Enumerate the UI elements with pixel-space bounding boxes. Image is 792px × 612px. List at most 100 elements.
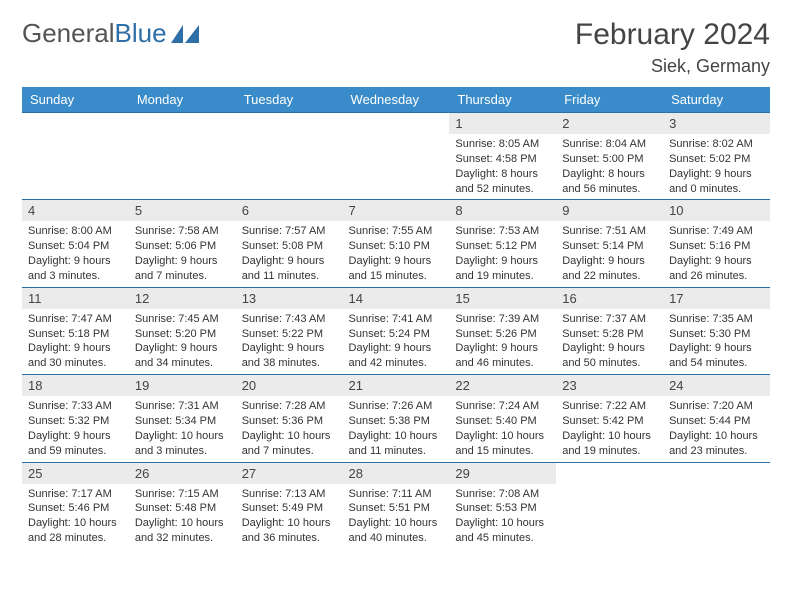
day-number: 21 bbox=[343, 375, 450, 396]
calendar-day-cell: 20Sunrise: 7:28 AMSunset: 5:36 PMDayligh… bbox=[236, 375, 343, 462]
day-detail-line: Sunrise: 7:57 AM bbox=[242, 224, 337, 239]
day-detail-line: Sunrise: 8:00 AM bbox=[28, 224, 123, 239]
day-details: Sunrise: 7:37 AMSunset: 5:28 PMDaylight:… bbox=[556, 309, 663, 374]
day-detail-line: Sunrise: 7:15 AM bbox=[135, 487, 230, 502]
calendar-day-cell: 14Sunrise: 7:41 AMSunset: 5:24 PMDayligh… bbox=[343, 287, 450, 374]
day-detail-line: Sunrise: 7:22 AM bbox=[562, 399, 657, 414]
day-detail-line: Sunrise: 7:13 AM bbox=[242, 487, 337, 502]
weekday-header: Sunday bbox=[22, 87, 129, 113]
day-detail-line: Sunset: 5:40 PM bbox=[455, 414, 550, 429]
day-number: 16 bbox=[556, 288, 663, 309]
day-detail-line: Daylight: 10 hours and 32 minutes. bbox=[135, 516, 230, 546]
day-detail-line: Sunrise: 7:35 AM bbox=[669, 312, 764, 327]
day-detail-line: Sunset: 5:34 PM bbox=[135, 414, 230, 429]
logo: GeneralBlue bbox=[22, 18, 199, 49]
day-detail-line: Sunrise: 7:43 AM bbox=[242, 312, 337, 327]
weekday-header: Wednesday bbox=[343, 87, 450, 113]
day-number: 8 bbox=[449, 200, 556, 221]
day-detail-line: Daylight: 10 hours and 19 minutes. bbox=[562, 429, 657, 459]
logo-part2: Blue bbox=[115, 18, 167, 48]
calendar-day-cell bbox=[236, 113, 343, 200]
calendar-day-cell: 24Sunrise: 7:20 AMSunset: 5:44 PMDayligh… bbox=[663, 375, 770, 462]
calendar-day-cell: 22Sunrise: 7:24 AMSunset: 5:40 PMDayligh… bbox=[449, 375, 556, 462]
day-details: Sunrise: 7:41 AMSunset: 5:24 PMDaylight:… bbox=[343, 309, 450, 374]
calendar-day-cell: 7Sunrise: 7:55 AMSunset: 5:10 PMDaylight… bbox=[343, 200, 450, 287]
day-details: Sunrise: 7:43 AMSunset: 5:22 PMDaylight:… bbox=[236, 309, 343, 374]
calendar-day-cell bbox=[343, 113, 450, 200]
day-detail-line: Sunset: 5:44 PM bbox=[669, 414, 764, 429]
calendar-day-cell: 2Sunrise: 8:04 AMSunset: 5:00 PMDaylight… bbox=[556, 113, 663, 200]
day-details: Sunrise: 7:28 AMSunset: 5:36 PMDaylight:… bbox=[236, 396, 343, 461]
calendar-day-cell: 12Sunrise: 7:45 AMSunset: 5:20 PMDayligh… bbox=[129, 287, 236, 374]
calendar-day-cell: 28Sunrise: 7:11 AMSunset: 5:51 PMDayligh… bbox=[343, 462, 450, 549]
day-detail-line: Sunrise: 7:51 AM bbox=[562, 224, 657, 239]
day-detail-line: Sunrise: 7:33 AM bbox=[28, 399, 123, 414]
day-detail-line: Daylight: 9 hours and 19 minutes. bbox=[455, 254, 550, 284]
day-detail-line: Daylight: 9 hours and 34 minutes. bbox=[135, 341, 230, 371]
day-detail-line: Daylight: 9 hours and 0 minutes. bbox=[669, 167, 764, 197]
day-details: Sunrise: 7:31 AMSunset: 5:34 PMDaylight:… bbox=[129, 396, 236, 461]
day-details: Sunrise: 7:24 AMSunset: 5:40 PMDaylight:… bbox=[449, 396, 556, 461]
day-detail-line: Daylight: 9 hours and 22 minutes. bbox=[562, 254, 657, 284]
day-number: 6 bbox=[236, 200, 343, 221]
calendar-day-cell: 3Sunrise: 8:02 AMSunset: 5:02 PMDaylight… bbox=[663, 113, 770, 200]
day-detail-line: Sunset: 5:14 PM bbox=[562, 239, 657, 254]
calendar-day-cell: 26Sunrise: 7:15 AMSunset: 5:48 PMDayligh… bbox=[129, 462, 236, 549]
day-detail-line: Sunrise: 7:58 AM bbox=[135, 224, 230, 239]
day-detail-line: Sunrise: 7:37 AM bbox=[562, 312, 657, 327]
day-number: 3 bbox=[663, 113, 770, 134]
calendar-day-cell: 11Sunrise: 7:47 AMSunset: 5:18 PMDayligh… bbox=[22, 287, 129, 374]
day-number: 23 bbox=[556, 375, 663, 396]
day-details: Sunrise: 8:02 AMSunset: 5:02 PMDaylight:… bbox=[663, 134, 770, 199]
day-detail-line: Daylight: 9 hours and 30 minutes. bbox=[28, 341, 123, 371]
day-details: Sunrise: 7:35 AMSunset: 5:30 PMDaylight:… bbox=[663, 309, 770, 374]
day-number: 22 bbox=[449, 375, 556, 396]
day-detail-line: Sunset: 5:26 PM bbox=[455, 327, 550, 342]
weekday-header: Saturday bbox=[663, 87, 770, 113]
day-details: Sunrise: 8:04 AMSunset: 5:00 PMDaylight:… bbox=[556, 134, 663, 199]
day-detail-line: Sunrise: 8:02 AM bbox=[669, 137, 764, 152]
calendar-body: 1Sunrise: 8:05 AMSunset: 4:58 PMDaylight… bbox=[22, 113, 770, 549]
day-detail-line: Sunrise: 7:53 AM bbox=[455, 224, 550, 239]
day-detail-line: Sunset: 5:51 PM bbox=[349, 501, 444, 516]
day-detail-line: Daylight: 9 hours and 50 minutes. bbox=[562, 341, 657, 371]
day-details: Sunrise: 7:17 AMSunset: 5:46 PMDaylight:… bbox=[22, 484, 129, 549]
day-detail-line: Sunrise: 7:45 AM bbox=[135, 312, 230, 327]
day-number: 27 bbox=[236, 463, 343, 484]
day-detail-line: Daylight: 10 hours and 3 minutes. bbox=[135, 429, 230, 459]
day-detail-line: Daylight: 9 hours and 26 minutes. bbox=[669, 254, 764, 284]
day-detail-line: Daylight: 10 hours and 45 minutes. bbox=[455, 516, 550, 546]
day-detail-line: Daylight: 9 hours and 38 minutes. bbox=[242, 341, 337, 371]
calendar-day-cell: 15Sunrise: 7:39 AMSunset: 5:26 PMDayligh… bbox=[449, 287, 556, 374]
day-detail-line: Sunrise: 7:24 AM bbox=[455, 399, 550, 414]
day-number: 2 bbox=[556, 113, 663, 134]
day-detail-line: Sunset: 5:22 PM bbox=[242, 327, 337, 342]
day-details: Sunrise: 7:33 AMSunset: 5:32 PMDaylight:… bbox=[22, 396, 129, 461]
day-detail-line: Daylight: 9 hours and 7 minutes. bbox=[135, 254, 230, 284]
day-detail-line: Daylight: 10 hours and 7 minutes. bbox=[242, 429, 337, 459]
logo-text: GeneralBlue bbox=[22, 18, 167, 49]
day-detail-line: Sunrise: 7:47 AM bbox=[28, 312, 123, 327]
day-number: 10 bbox=[663, 200, 770, 221]
day-number: 9 bbox=[556, 200, 663, 221]
day-details: Sunrise: 7:47 AMSunset: 5:18 PMDaylight:… bbox=[22, 309, 129, 374]
day-detail-line: Sunset: 5:48 PM bbox=[135, 501, 230, 516]
day-details: Sunrise: 7:20 AMSunset: 5:44 PMDaylight:… bbox=[663, 396, 770, 461]
day-detail-line: Sunset: 5:36 PM bbox=[242, 414, 337, 429]
month-title: February 2024 bbox=[575, 18, 770, 52]
day-number: 28 bbox=[343, 463, 450, 484]
sail-icon bbox=[171, 25, 199, 43]
day-number: 5 bbox=[129, 200, 236, 221]
day-detail-line: Sunset: 5:49 PM bbox=[242, 501, 337, 516]
day-detail-line: Sunrise: 7:20 AM bbox=[669, 399, 764, 414]
calendar-day-cell bbox=[663, 462, 770, 549]
weekday-header: Tuesday bbox=[236, 87, 343, 113]
weekday-header: Monday bbox=[129, 87, 236, 113]
calendar-day-cell: 21Sunrise: 7:26 AMSunset: 5:38 PMDayligh… bbox=[343, 375, 450, 462]
calendar-day-cell: 10Sunrise: 7:49 AMSunset: 5:16 PMDayligh… bbox=[663, 200, 770, 287]
day-number: 4 bbox=[22, 200, 129, 221]
calendar-week-row: 4Sunrise: 8:00 AMSunset: 5:04 PMDaylight… bbox=[22, 200, 770, 287]
day-number: 14 bbox=[343, 288, 450, 309]
calendar-week-row: 11Sunrise: 7:47 AMSunset: 5:18 PMDayligh… bbox=[22, 287, 770, 374]
calendar-week-row: 1Sunrise: 8:05 AMSunset: 4:58 PMDaylight… bbox=[22, 113, 770, 200]
